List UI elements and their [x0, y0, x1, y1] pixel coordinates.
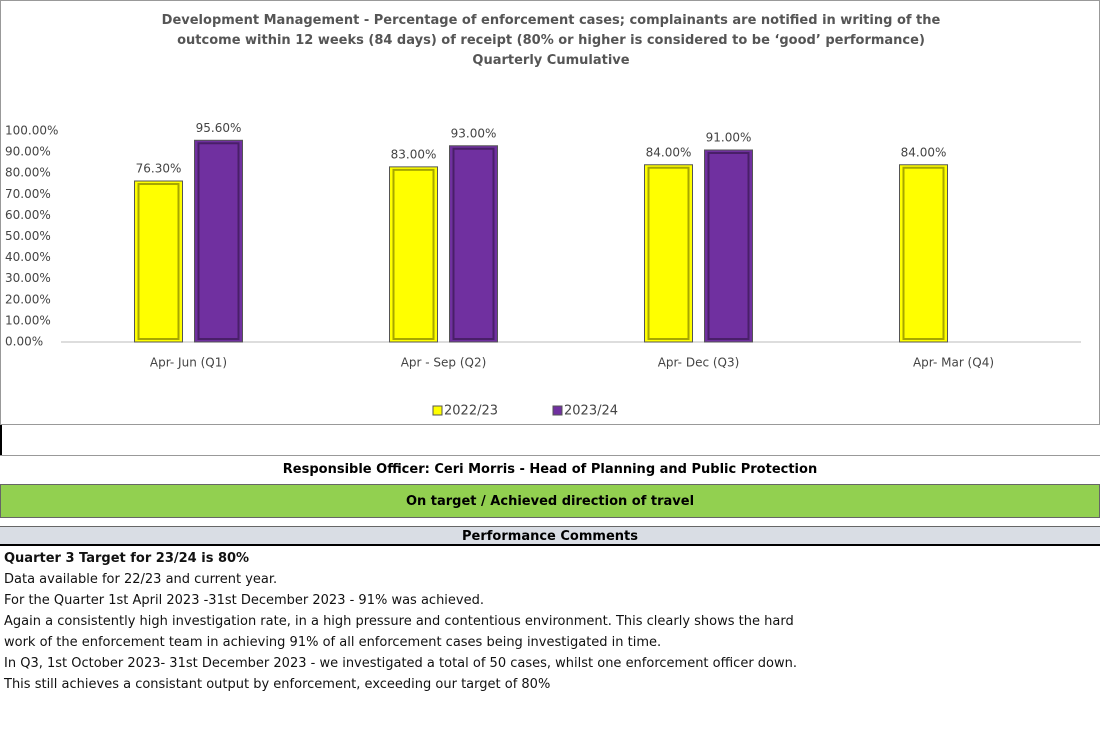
x-tick-label: Apr - Sep (Q2)	[401, 356, 487, 370]
status-row: On target / Achieved direction of travel	[0, 484, 1100, 518]
data-label: 83.00%	[391, 147, 437, 161]
comment-line: Data available for 22/23 and current yea…	[4, 572, 278, 587]
bar-bevel	[197, 142, 240, 340]
chart-title: Development Management - Percentage of e…	[161, 13, 941, 48]
chart: 0.00% 10.00% 20.00% 30.00% 40.00% 50.00% 60.00…	[5, 121, 1081, 419]
data-label: 95.60%	[196, 121, 242, 135]
bar	[134, 180, 183, 343]
comment-line: Again a consistently high investigation …	[4, 614, 794, 629]
comment-line: This still achieves a consistant output …	[4, 677, 551, 692]
x-tick-label: Apr- Dec (Q3)	[658, 356, 740, 370]
comment-line: For the Quarter 1st April 2023 -31st Dec…	[4, 593, 484, 608]
comment-line: work of the enforcement team in achievin…	[4, 635, 662, 650]
legend-label: 2023/24	[564, 404, 618, 419]
y-tick-label: 90.00%	[5, 145, 51, 159]
y-tick-label: 10.00%	[5, 313, 51, 327]
bar-bevel	[707, 151, 750, 340]
y-tick-label: 60.00%	[5, 208, 51, 222]
legend-label: 2022/23	[444, 404, 498, 419]
x-tick-label: Apr- Jun (Q1)	[150, 356, 227, 370]
bar-bevel	[452, 147, 495, 340]
data-label: 84.00%	[901, 145, 947, 159]
data-label: 76.30%	[136, 162, 182, 176]
bar	[194, 139, 243, 343]
y-tick-label: 20.00%	[5, 292, 51, 306]
comment-line: In Q3, 1st October 2023- 31st December 2…	[4, 656, 798, 671]
bar	[899, 164, 948, 343]
blank-row	[0, 425, 1100, 455]
bar-bevel	[647, 166, 690, 340]
chart-title-block: Development Management - Percentage of e…	[151, 11, 951, 71]
y-tick-label: 80.00%	[5, 166, 51, 180]
bar	[389, 166, 438, 343]
y-tick-label: 40.00%	[5, 250, 51, 264]
legend-swatch	[432, 405, 443, 416]
data-label: 91.00%	[706, 130, 752, 144]
chart-frame: 0.00% 10.00% 20.00% 30.00% 40.00% 50.00% 60.00…	[0, 0, 1100, 425]
y-tick-label: 30.00%	[5, 271, 51, 285]
bar-bevel	[392, 168, 435, 340]
legend-swatch	[552, 405, 563, 416]
comments-header: Performance Comments	[0, 526, 1100, 546]
y-tick-label: 50.00%	[5, 229, 51, 243]
comments: Quarter 3 Target for 23/24 is 80% Data a…	[4, 548, 797, 695]
y-tick-label: 70.00%	[5, 187, 51, 201]
bar-bevel	[137, 183, 180, 340]
chart-subtitle: Quarterly Cumulative	[472, 53, 630, 68]
data-label: 84.00%	[646, 145, 692, 159]
comments-heading: Quarter 3 Target for 23/24 is 80%	[4, 551, 250, 566]
officer-row: Responsible Officer: Ceri Morris - Head …	[0, 455, 1100, 483]
bar	[704, 149, 753, 343]
y-tick-label: 0.00%	[5, 335, 43, 349]
data-label: 93.00%	[451, 126, 497, 140]
bar-bevel	[902, 166, 945, 340]
y-tick-label: 100.00%	[5, 124, 58, 138]
x-tick-label: Apr- Mar (Q4)	[913, 356, 994, 370]
bar	[644, 164, 693, 343]
bar	[449, 145, 498, 343]
